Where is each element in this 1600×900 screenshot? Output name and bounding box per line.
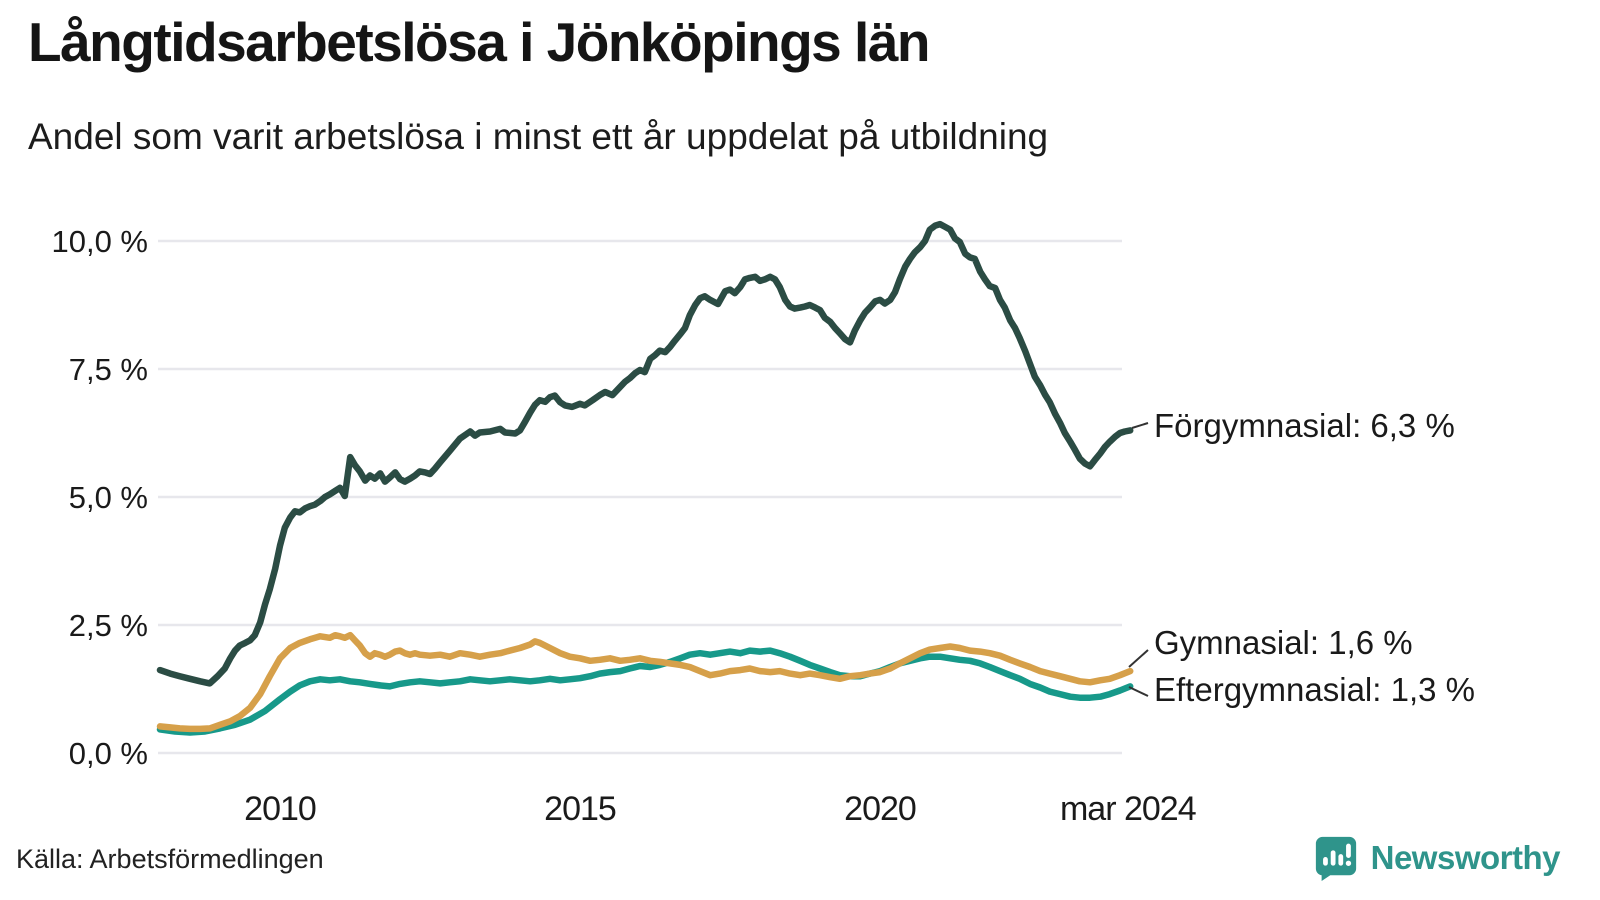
label-leader-line	[1131, 422, 1149, 429]
y-axis-tick-label: 5,0 %	[69, 480, 148, 515]
y-axis-tick-label: 10,0 %	[51, 224, 148, 259]
x-axis-tick-label: 2015	[544, 790, 616, 828]
y-axis-tick-label: 2,5 %	[69, 608, 148, 643]
y-axis-tick-label: 7,5 %	[69, 352, 148, 387]
label-leader-line	[1128, 686, 1149, 697]
newsworthy-logo-icon	[1315, 836, 1356, 881]
series-line-gymnasial	[156, 631, 1134, 733]
brand-lockup: Newsworthy	[1313, 834, 1561, 882]
label-leader-line	[1128, 649, 1149, 668]
speech-bubble-shape	[1315, 836, 1356, 881]
y-axis-tick-label: 0,0 %	[69, 736, 148, 771]
series-line-förgymnasial	[156, 220, 1134, 687]
x-axis-tick-label: mar 2024	[1060, 790, 1196, 828]
x-axis-tick-label: 2010	[244, 790, 316, 828]
series-end-label-eftergymnasial: Eftergymnasial: 1,3 %	[1154, 671, 1475, 708]
series-end-label-gymnasial: Gymnasial: 1,6 %	[1154, 624, 1413, 661]
page-subtitle: Andel som varit arbetslösa i minst ett å…	[28, 116, 1049, 157]
logo-bars	[1322, 843, 1351, 866]
brand-name: Newsworthy	[1370, 839, 1561, 876]
page-title: Långtidsarbetslösa i Jönköpings län	[28, 11, 931, 73]
series-end-label-förgymnasial: Förgymnasial: 6,3 %	[1154, 407, 1455, 444]
source-note: Källa: Arbetsförmedlingen	[16, 844, 324, 874]
x-axis-tick-label: 2020	[844, 790, 916, 828]
